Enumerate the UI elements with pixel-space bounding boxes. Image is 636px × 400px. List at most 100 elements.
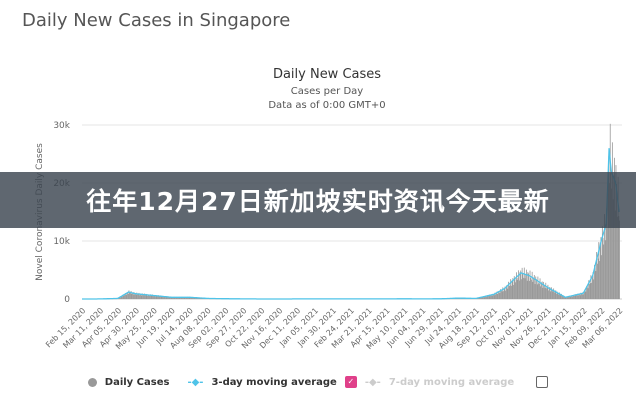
bar xyxy=(600,237,602,299)
bar xyxy=(606,208,608,299)
legend: Daily Cases -◆- 3-day moving average ✓ -… xyxy=(0,376,636,388)
bar xyxy=(559,294,561,299)
bar xyxy=(182,297,184,299)
bar xyxy=(523,267,525,299)
bar xyxy=(619,220,620,299)
bar xyxy=(540,286,542,299)
bar xyxy=(575,295,577,299)
bar xyxy=(579,293,580,299)
bar xyxy=(596,252,598,299)
bar xyxy=(528,273,529,299)
bar xyxy=(166,297,168,299)
bar xyxy=(492,293,494,299)
bar xyxy=(479,297,481,299)
bar xyxy=(569,296,571,299)
bar xyxy=(615,165,617,299)
bar xyxy=(121,296,123,299)
bar xyxy=(581,293,582,299)
bar xyxy=(597,258,599,299)
bar xyxy=(483,297,485,299)
bar xyxy=(140,293,141,299)
legend-3day[interactable]: 3-day moving average xyxy=(211,376,337,388)
bar xyxy=(507,288,509,299)
checkbox-7day[interactable] xyxy=(536,376,549,388)
bar xyxy=(530,277,532,299)
bar xyxy=(180,297,181,299)
chart-subtitle: Cases per Day xyxy=(291,86,363,97)
bar xyxy=(590,275,592,299)
bar xyxy=(533,274,535,299)
bar xyxy=(504,286,506,299)
bar xyxy=(142,294,144,299)
headline-banner: 往年12月27日新加坡实时资讯今天最新 xyxy=(0,172,636,228)
bar xyxy=(609,183,610,299)
bar xyxy=(568,296,570,299)
bar xyxy=(526,269,527,299)
bar xyxy=(570,295,572,299)
bar xyxy=(593,279,595,299)
bar xyxy=(506,285,508,299)
bar xyxy=(119,297,121,299)
checkbox-3day[interactable]: ✓ xyxy=(344,376,357,388)
bar xyxy=(551,290,553,299)
bar xyxy=(502,287,504,299)
bar xyxy=(526,280,528,299)
y-tick-label: 0 xyxy=(64,295,70,305)
bar xyxy=(160,296,162,299)
bar xyxy=(491,295,493,299)
bar xyxy=(514,278,516,299)
bar xyxy=(183,296,185,299)
bar xyxy=(569,295,570,299)
bar xyxy=(544,288,546,299)
bar xyxy=(478,298,479,299)
bar xyxy=(579,295,581,299)
legend-daily-cases[interactable]: Daily Cases xyxy=(104,376,170,388)
bar xyxy=(545,282,547,299)
bar xyxy=(525,275,527,299)
bar xyxy=(541,281,543,299)
bar xyxy=(574,295,575,299)
bar xyxy=(563,295,565,299)
bar xyxy=(503,288,505,299)
bar xyxy=(505,290,507,299)
bar xyxy=(510,285,512,299)
bar xyxy=(596,263,598,299)
bar xyxy=(549,287,551,299)
bar xyxy=(185,296,186,299)
bar xyxy=(191,297,193,299)
bar xyxy=(150,294,151,299)
bar xyxy=(137,294,139,299)
bar xyxy=(130,290,132,299)
bar xyxy=(513,276,515,299)
bar xyxy=(158,296,160,299)
bar xyxy=(553,292,555,299)
bar xyxy=(137,294,138,299)
bar xyxy=(131,294,133,299)
bar xyxy=(485,296,487,299)
bar xyxy=(546,287,548,299)
bar xyxy=(160,295,161,299)
legend-7day[interactable]: 7-day moving average xyxy=(388,376,515,388)
bar xyxy=(145,294,147,299)
bar xyxy=(177,297,179,299)
bar xyxy=(561,293,562,299)
bar xyxy=(509,285,511,299)
bar xyxy=(508,281,509,299)
bar xyxy=(536,284,538,299)
bar xyxy=(190,297,191,299)
bar xyxy=(168,297,170,299)
bar xyxy=(516,279,518,299)
bar xyxy=(555,290,557,299)
bar xyxy=(556,293,557,299)
bar xyxy=(174,297,176,299)
bar xyxy=(171,296,173,299)
bar xyxy=(616,183,618,299)
bar xyxy=(154,294,156,299)
bar xyxy=(187,297,189,299)
bar xyxy=(508,285,510,299)
bar xyxy=(126,292,128,299)
bar xyxy=(159,296,161,299)
bar xyxy=(523,277,524,299)
bar xyxy=(543,285,545,299)
